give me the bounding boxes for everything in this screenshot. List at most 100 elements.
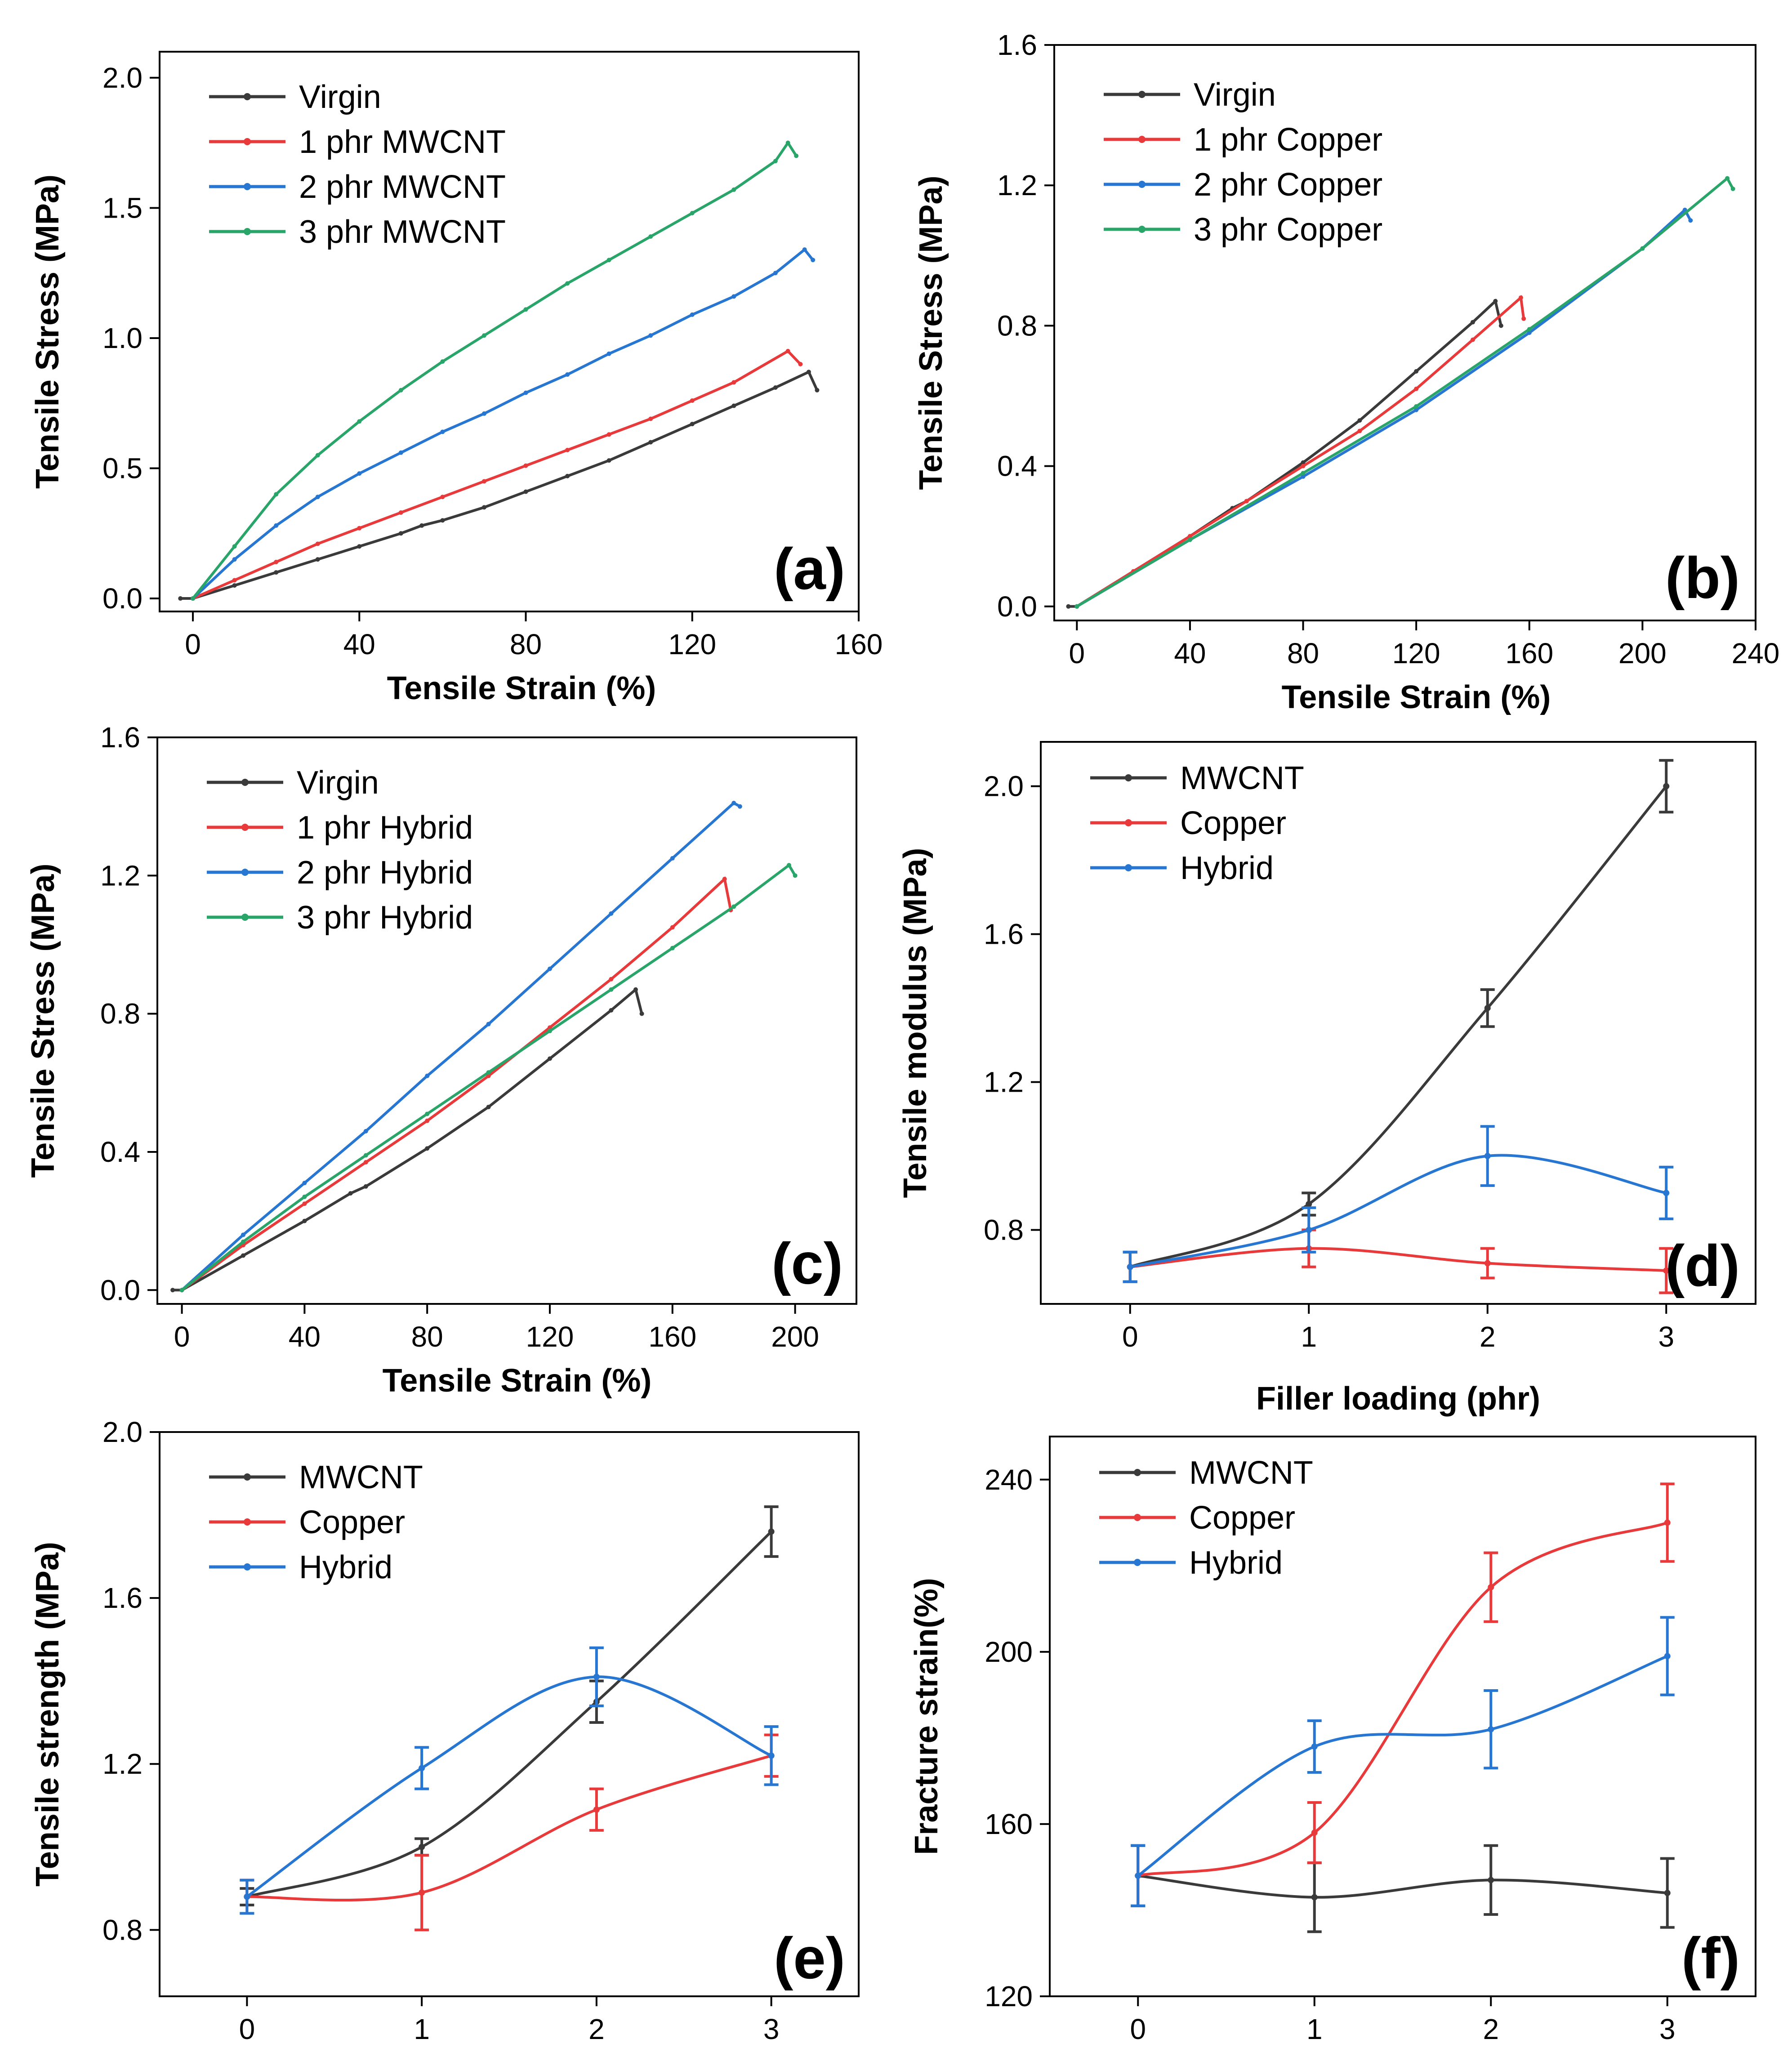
legend-label-virgin: Virgin [297,765,379,801]
legend-marker-3-phr-hybrid [241,914,249,921]
data-point-1-phr-hybrid [302,1201,307,1206]
panel-f: 0 1 2 3 120 160 200 240 Fracture strain(%) MWCNT C… [909,1436,1756,2045]
x-tick-label: 1 [414,2013,430,2045]
data-point-1-phr-mwcnt [785,348,790,353]
data-point-hybrid [1135,1872,1141,1879]
data-point-virgin [815,388,820,393]
data-point-3-phr-copper [1730,187,1735,191]
data-point-2-phr-mwcnt [802,247,807,252]
x-tick-label: 160 [835,628,883,660]
x-tick-label: 2 [1480,1321,1496,1353]
series-line-copper [1130,1247,1667,1272]
data-point-mwcnt [1663,783,1670,790]
legend-marker-copper [244,1518,251,1526]
y-tick-label: 2.0 [103,1416,143,1448]
x-tick-label: 80 [411,1321,443,1353]
data-point-hybrid [1127,1263,1133,1270]
series-line-copper [247,1754,772,1902]
data-point-3-phr-hybrid [425,1111,430,1116]
data-point-virgin [419,523,424,528]
data-point-1-phr-copper [1301,464,1306,469]
y-tick-label: 1.6 [984,918,1024,950]
data-point-hybrid [593,1673,600,1680]
x-tick-label: 0 [1069,637,1085,669]
data-point-1-phr-hybrid [609,977,614,982]
data-point-3-phr-mwcnt [481,333,486,338]
plot-frame [156,736,857,1305]
legend-marker-virgin [241,779,249,786]
data-point-1-phr-copper [1521,316,1526,321]
data-point-virgin [232,583,237,588]
y-tick-label: 1.0 [103,322,143,354]
data-point-2-phr-hybrid [609,911,614,916]
data-point-2-phr-mwcnt [648,333,653,338]
x-tick-label: 0 [1130,2013,1146,2045]
data-point-3-phr-hybrid [731,904,736,909]
data-point-virgin [315,557,320,562]
legend-marker-virgin [1138,91,1146,98]
y-tick-label: 0.8 [984,1214,1024,1246]
data-point-1-phr-copper [1187,534,1192,539]
data-point-virgin [241,1253,245,1258]
data-point-3-phr-mwcnt [274,492,279,497]
x-tick-label: 0 [174,1321,190,1353]
panel-d: 0 1 2 3 0.8 1.2 1.6 2.0 Filler loading (phr) Tens… [897,741,1756,1417]
y-tick-label: 2.0 [984,770,1024,803]
x-tick-label: 120 [668,628,716,660]
data-point-1-phr-mwcnt [606,432,611,437]
data-point-2-phr-hybrid [486,1022,491,1026]
data-point-1-phr-mwcnt [798,361,803,366]
x-tick-label: 120 [1392,637,1440,669]
data-point-2-phr-hybrid [425,1073,430,1078]
legend-marker-hybrid [244,1563,251,1571]
plot-frame [159,1431,860,1997]
series-line-virgin [1068,299,1502,608]
data-point-1-phr-hybrid [722,877,727,881]
x-axis-label: Tensile Strain (%) [383,1363,652,1399]
x-tick-label: 0 [185,628,201,660]
x-axis-label: Tensile Strain (%) [387,670,656,706]
x-tick-label: 160 [1505,637,1553,669]
data-point-1-phr-hybrid [425,1118,430,1123]
y-tick-label: 0.0 [103,582,143,615]
data-point-virgin [648,440,653,445]
data-point-virgin [639,1011,644,1016]
data-point-3-phr-copper [1527,327,1532,332]
data-point-2-phr-hybrid [737,804,742,809]
x-axis-label: Tensile Strain (%) [1282,679,1551,715]
data-point-1-phr-mwcnt [690,398,695,403]
panel-label: (a) [774,536,845,602]
data-point-3-phr-copper [1725,176,1730,181]
legend-marker-mwcnt [1134,1469,1141,1476]
data-point-1-phr-copper [1470,337,1475,342]
data-point-2-phr-mwcnt [440,429,445,434]
data-point-virgin [806,370,811,375]
legend-label-2-phr-copper: 2 phr Copper [1194,167,1382,203]
data-point-mwcnt [1484,1005,1491,1012]
series-line-copper [1137,1521,1668,1877]
series-line-mwcnt [246,1530,772,1898]
data-point-3-phr-copper [1074,604,1079,609]
data-point-3-phr-hybrid [363,1153,368,1158]
data-point-2-phr-mwcnt [731,294,736,299]
series-line-2-phr-mwcnt [192,247,814,600]
legend-marker-3-phr-mwcnt [244,228,251,235]
data-point-virgin [731,403,736,408]
data-point-copper [419,1889,425,1896]
legend-label-2-phr-mwcnt: 2 phr MWCNT [299,169,506,205]
data-point-3-phr-mwcnt [794,153,799,158]
series-line-virgin [173,987,643,1292]
data-point-3-phr-mwcnt [606,258,611,263]
series-line-hybrid [1137,1655,1668,1877]
data-point-virgin [1414,369,1419,374]
y-tick-label: 0.8 [100,998,140,1030]
y-tick-label: 200 [985,1636,1033,1668]
data-point-2-phr-hybrid [670,856,675,861]
data-point-hybrid [1664,1653,1671,1660]
data-point-3-phr-copper [1187,537,1192,542]
data-point-virgin [486,1105,491,1110]
y-tick-label: 1.6 [103,1582,143,1614]
y-tick-label: 160 [985,1808,1033,1840]
legend-label-2-phr-hybrid: 2 phr Hybrid [297,855,473,891]
